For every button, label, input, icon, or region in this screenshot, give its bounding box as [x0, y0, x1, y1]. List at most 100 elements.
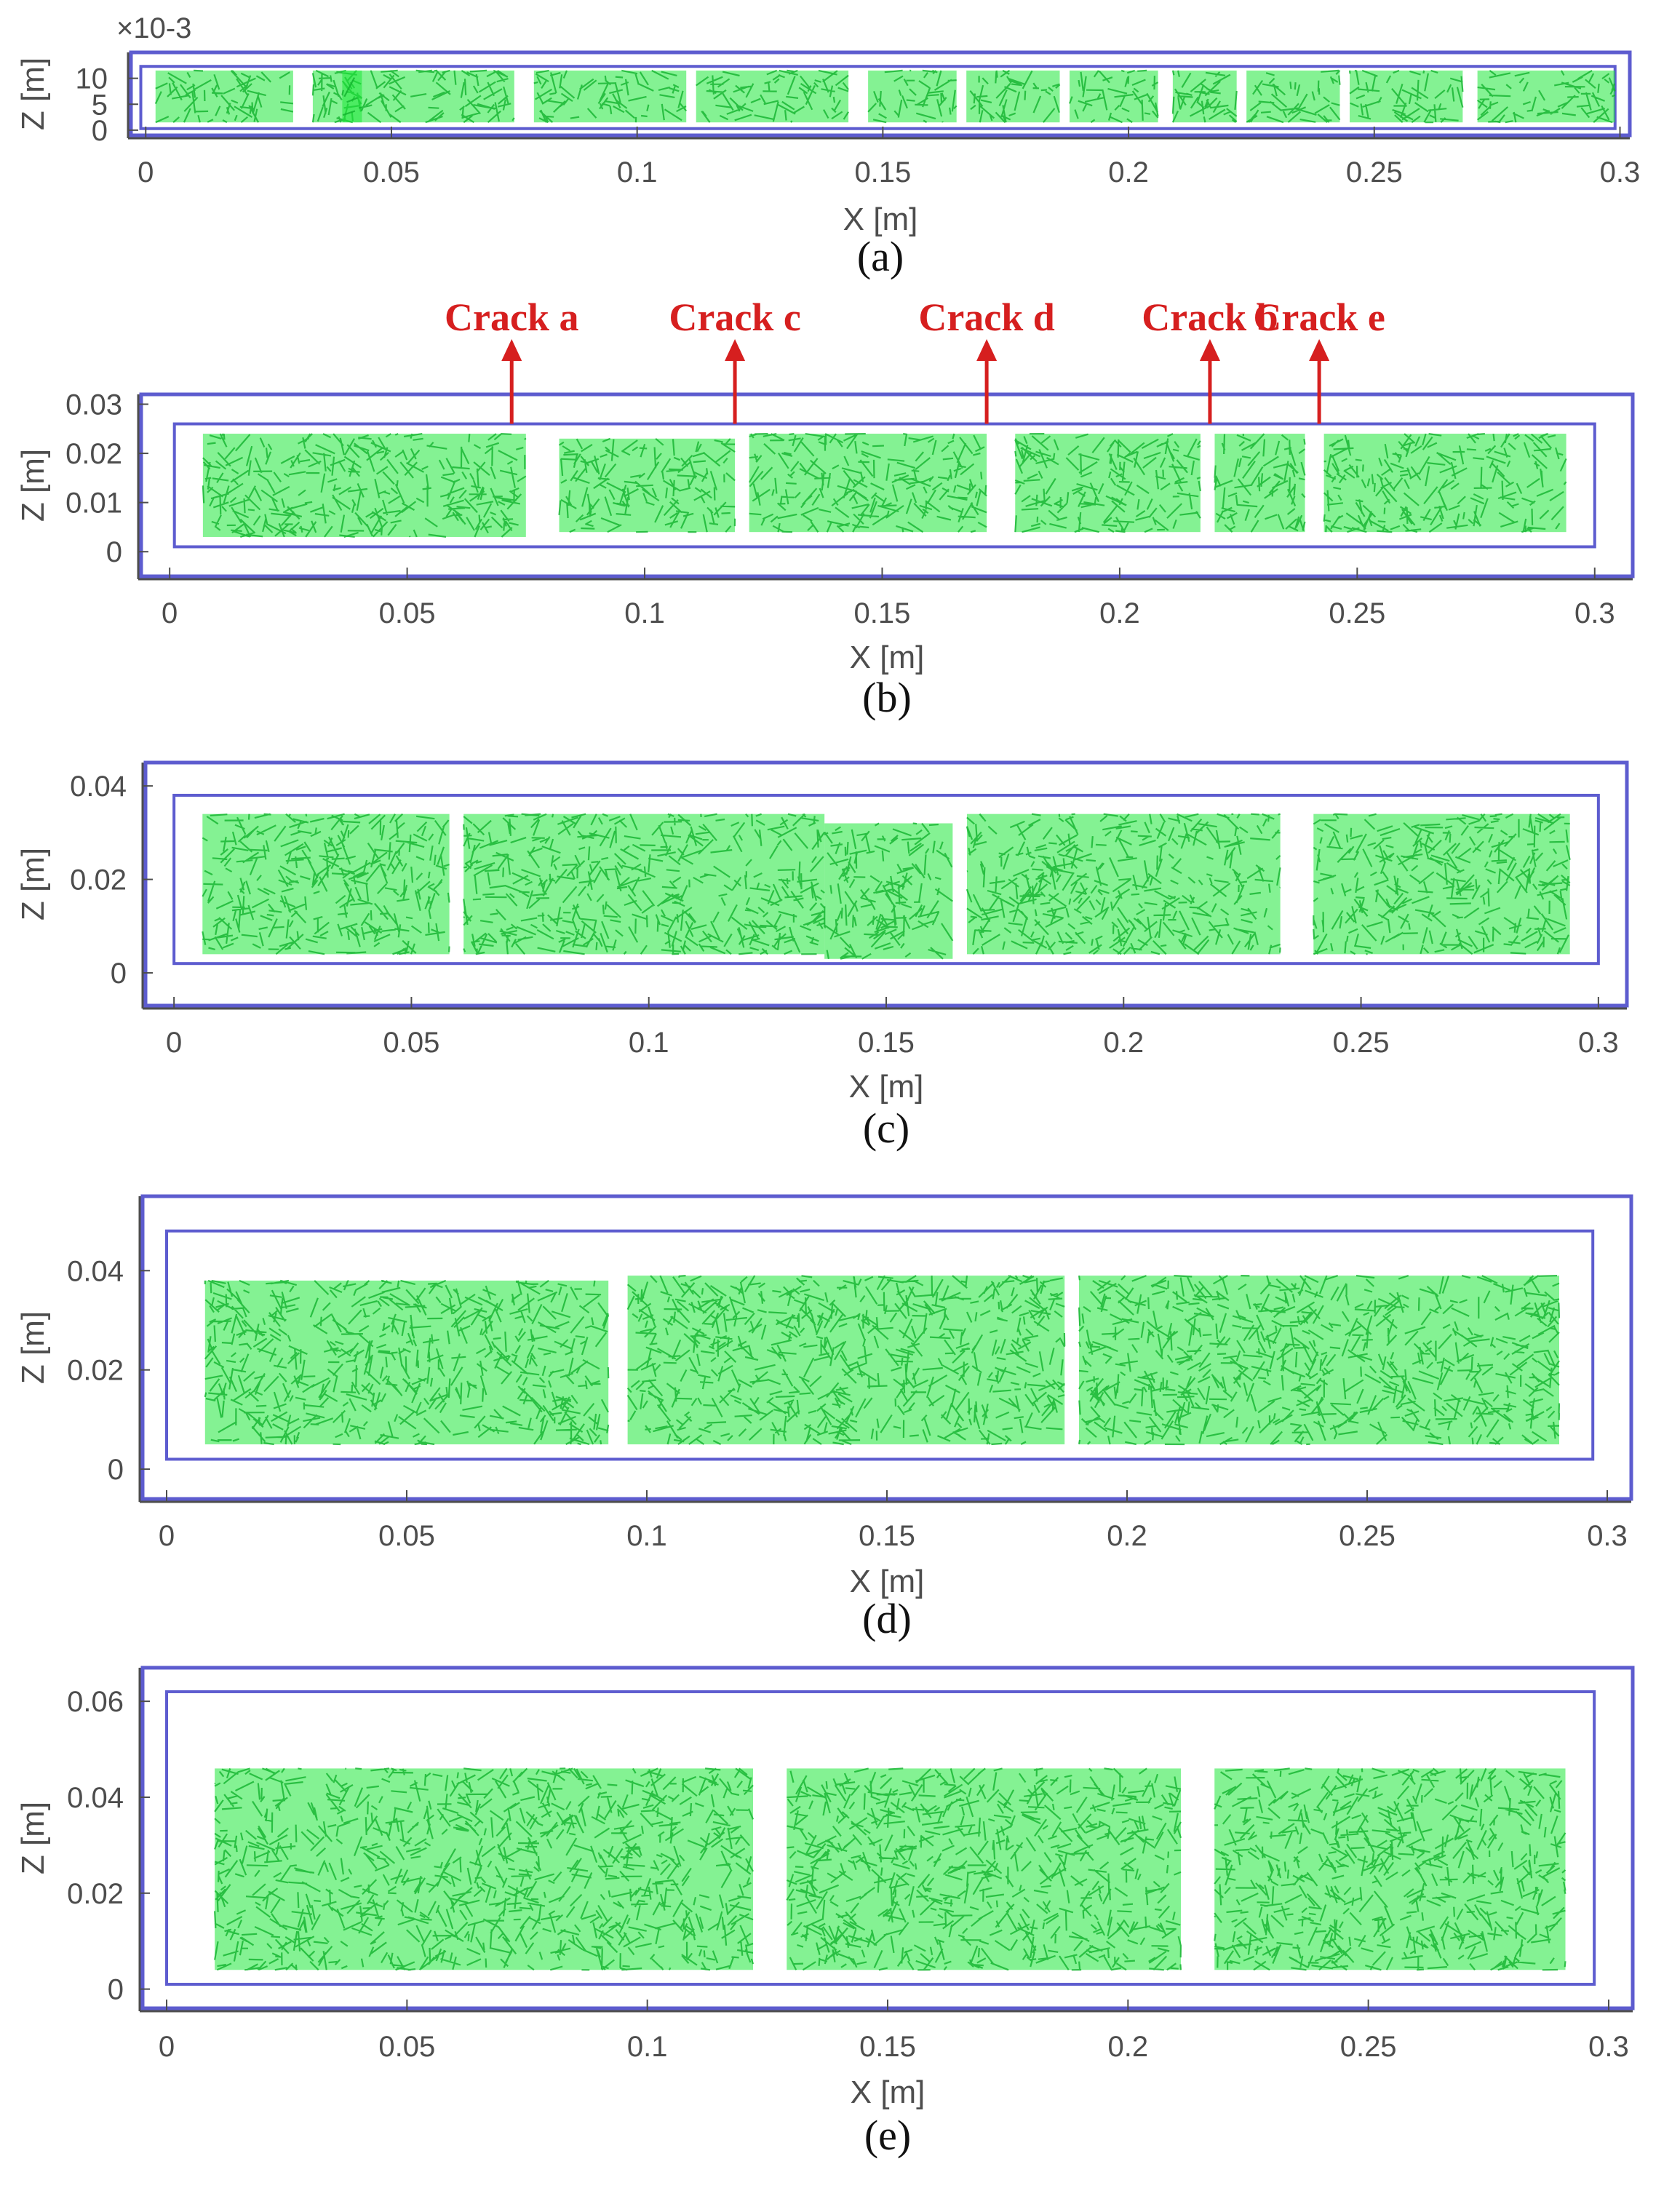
x-axis-label: X [m] [850, 640, 925, 675]
x-axis-label: X [m] [843, 202, 918, 237]
inner-frame [172, 793, 1600, 966]
fiber-segment [341, 69, 515, 124]
inner-frame [165, 1229, 1595, 1461]
panel-d: 0 0.05 0.1 0.15 0.2 0.25 0.3 0 0.02 0.04 X [m] Z [m… [15, 1194, 1633, 1642]
x-tick-label: 0.25 [1339, 1520, 1396, 1552]
y-axis-label: Z [m] [15, 848, 51, 920]
outer-frame [139, 392, 1635, 578]
x-tick-label: 0.2 [1107, 1520, 1147, 1552]
y-tick-label: 10 [76, 63, 108, 95]
fiber-segment [214, 1767, 755, 1971]
fiber-segment [1323, 433, 1567, 533]
x-tick-label: 0 [159, 2031, 175, 2063]
y-axis-label: Z [m] [15, 1311, 51, 1384]
y-axis-label: Z [m] [15, 1802, 51, 1874]
y-tick-label: 0.04 [70, 771, 127, 803]
y-tick-label: 0 [108, 1974, 124, 2006]
x-tick-label: 0 [166, 1027, 182, 1059]
panel-b: 0 0.05 0.1 0.15 0.2 0.25 0.3 0 0.01 0.02 0.03 X [m]… [15, 295, 1635, 721]
x-tick-label: 0.2 [1103, 1027, 1144, 1059]
fiber-segment [202, 813, 450, 955]
x-tick-label: 0.1 [626, 1520, 667, 1552]
x-tick-label: 0.2 [1108, 2031, 1149, 2063]
fiber-segment [786, 1767, 1182, 1971]
y-tick-label: 0.04 [67, 1782, 124, 1814]
panel-caption: (b) [862, 674, 912, 721]
fiber-segment [202, 433, 527, 538]
crack-label: Crack d [918, 295, 1055, 339]
x-tick-label: 0.1 [617, 156, 658, 188]
crack-annotation: Crack c [669, 295, 801, 424]
panel-caption: (c) [863, 1105, 909, 1152]
x-axis-label: X [m] [851, 2074, 925, 2110]
fiber-segment [966, 813, 1281, 955]
fiber-segment [867, 69, 958, 124]
y-tick-label: 0 [106, 536, 122, 568]
inner-frame [165, 1690, 1596, 1986]
crack-arrow-head [501, 339, 522, 361]
x-axis-label: X [m] [850, 1564, 925, 1599]
fiber-segment [696, 69, 850, 123]
y-tick-label: 0.03 [65, 389, 122, 421]
fiber-segment [204, 1279, 610, 1446]
crack-annotation: Crack d [918, 295, 1055, 424]
crack-arrow-head [976, 339, 998, 361]
x-tick-label: 0.2 [1108, 156, 1149, 188]
x-tick-label: 0.05 [383, 1027, 440, 1059]
panel-caption: (a) [857, 233, 904, 280]
fiber-segment [1348, 69, 1464, 124]
panel-caption: (d) [862, 1595, 912, 1642]
y-tick-label: 0.01 [65, 488, 122, 520]
crack-arrow-head [1309, 339, 1330, 361]
fiber-segment [748, 433, 987, 533]
x-tick-label: 0.3 [1578, 1027, 1619, 1059]
x-tick-label: 0.3 [1574, 597, 1615, 629]
x-tick-label: 0.3 [1600, 156, 1641, 188]
outer-frame [129, 50, 1632, 138]
y-tick-label: 5 [92, 89, 108, 121]
crack-annotation: Crack b [1142, 295, 1278, 424]
crack-label: Crack a [445, 295, 578, 339]
y-tick-label: 0.02 [70, 864, 127, 896]
y-tick-label: 0 [111, 958, 127, 990]
x-tick-label: 0.3 [1588, 2031, 1629, 2063]
x-tick-label: 0.15 [854, 597, 911, 629]
x-tick-label: 0.15 [859, 2031, 916, 2063]
fiber-segment [558, 437, 736, 533]
crack-label: Crack c [669, 295, 800, 339]
x-tick-label: 0 [159, 1520, 175, 1552]
x-tick-label: 0.05 [378, 2031, 435, 2063]
y-tick-label: 0.02 [67, 1878, 124, 1910]
fiber-segment [1214, 433, 1306, 533]
crack-annotation: Crack e [1253, 295, 1385, 424]
panel-c: 0 0.05 0.1 0.15 0.2 0.25 0.3 0 0.02 0.04 X [m] Z [m… [15, 760, 1629, 1152]
fiber-segment [1476, 69, 1616, 124]
panel-caption: (e) [864, 2112, 911, 2159]
crack-label: Crack b [1142, 295, 1278, 339]
y-tick-label: 0.06 [67, 1686, 124, 1718]
y-axis-label: Z [m] [15, 449, 51, 522]
x-tick-label: 0.05 [379, 597, 436, 629]
x-tick-label: 0.1 [629, 1027, 669, 1059]
x-tick-label: 0.2 [1099, 597, 1140, 629]
crack-annotation: Crack a [445, 295, 578, 424]
fiber-segment [1078, 1275, 1561, 1446]
x-tick-label: 0.3 [1587, 1520, 1628, 1552]
fiber-segment [1068, 69, 1159, 124]
fiber-segment [1313, 813, 1571, 955]
x-tick-label: 0.1 [627, 2031, 668, 2063]
fiber-segment [824, 822, 954, 960]
y-tick-label: 0 [92, 115, 108, 147]
fiber-segment [154, 69, 294, 124]
crack-arrow-head [1199, 339, 1220, 361]
y-tick-label: 0.02 [65, 438, 122, 470]
y-tick-label: 0.04 [67, 1255, 124, 1287]
fiber-segment [626, 1275, 1066, 1446]
x-tick-label: 0.15 [858, 1027, 915, 1059]
x-tick-label: 0.15 [854, 156, 911, 188]
fiber-segment [463, 813, 826, 955]
y-axis-label: Z [m] [15, 57, 51, 130]
x-tick-label: 0.05 [363, 156, 420, 188]
